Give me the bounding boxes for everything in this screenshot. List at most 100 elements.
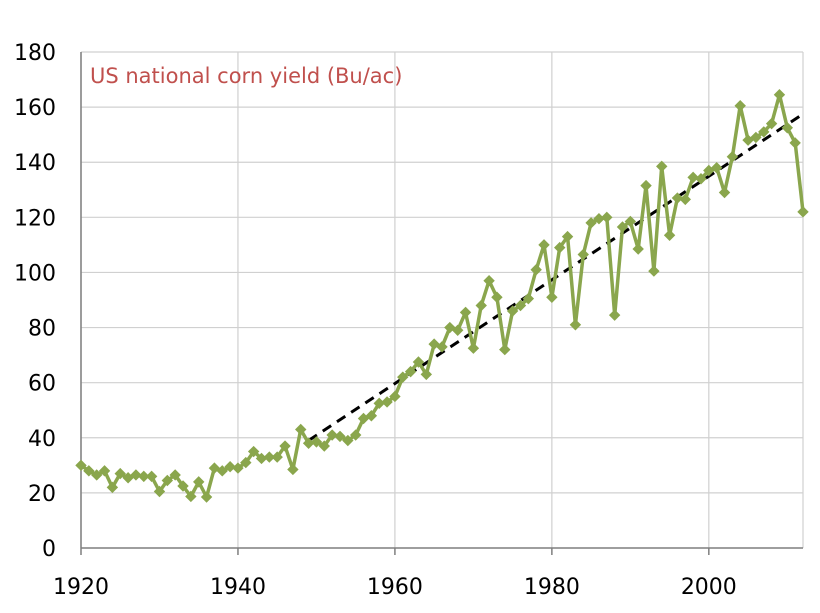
data-point-marker [397,371,409,383]
data-point-marker [169,469,181,481]
data-point-marker [138,470,150,483]
data-point-marker [758,126,770,138]
y-tick-label: 100 [14,261,56,286]
data-point-marker [671,192,684,204]
data-point-marker [640,179,652,192]
data-point-marker [193,476,205,488]
yield-line [79,92,805,499]
x-tick-label: 1960 [367,575,423,600]
data-point-marker [632,243,644,255]
data-point-marker [734,100,746,112]
data-point-marker [506,305,519,317]
data-point-marker [601,211,613,224]
data-point-marker [326,429,338,441]
data-point-marker [130,469,142,481]
x-tick-label: 1940 [210,575,266,600]
data-point-marker [577,248,589,261]
x-tick-label: 2000 [681,575,737,600]
data-point-marker [90,469,103,481]
y-tick-label: 0 [42,537,56,562]
data-point-marker [608,309,621,321]
data-point-marker [514,299,527,312]
data-point-marker [232,462,244,474]
y-tick-label: 80 [28,317,56,342]
data-point-marker [522,292,535,305]
yield-series [75,89,809,503]
data-point-marker [656,160,668,173]
data-point-marker [710,162,723,174]
y-tick-label: 40 [28,427,56,452]
chart-title: US national corn yield (Bu/ac) [90,64,403,88]
data-point-marker [538,239,550,251]
data-point-marker [279,440,291,452]
y-tick-label: 20 [28,482,56,507]
data-point-marker [334,430,346,443]
y-tick-label: 180 [14,41,56,66]
data-point-marker [616,221,629,233]
data-point-marker [185,490,197,503]
data-point-marker [554,241,566,254]
data-point-marker [263,451,276,463]
data-point-marker [687,171,699,184]
data-point-marker [145,470,158,483]
data-point-marker [475,299,487,312]
data-point-marker [216,465,228,477]
data-point-marker [342,434,354,447]
y-tick-label: 60 [28,372,56,397]
data-point-marker [200,491,213,503]
data-point-marker [436,341,448,353]
data-point-marker [624,215,637,228]
data-point-marker [83,465,95,477]
grid-lines [80,51,804,548]
y-tick-label: 120 [14,206,56,231]
data-point-marker [765,117,778,130]
data-point-marker [459,306,472,319]
data-point-marker [381,396,393,408]
data-point-marker [412,356,425,368]
data-point-marker [499,343,511,356]
data-point-marker [530,263,542,276]
data-point-marker [420,368,433,381]
data-point-marker [153,485,166,498]
y-tick-label: 160 [14,96,56,121]
data-point-marker [467,342,480,354]
data-point-marker [695,173,707,185]
data-point-marker [318,440,330,452]
data-point-marker [349,429,362,441]
data-point-marker [569,319,582,331]
data-point-marker [726,151,739,163]
data-point-marker [389,390,401,403]
x-tick-label: 1980 [524,575,580,600]
data-point-marker [773,89,786,101]
data-point-marker [98,465,111,477]
data-point-marker [114,467,126,480]
data-point-marker [648,265,660,277]
data-point-marker [404,365,417,378]
data-point-marker [750,131,762,144]
data-point-marker [247,445,260,458]
data-point-marker [224,461,236,473]
axes [80,52,803,555]
y-tick-label: 140 [14,151,56,176]
data-point-marker [546,291,558,303]
data-point-marker [310,436,323,448]
data-point-marker [561,230,574,243]
data-point-marker [679,193,691,206]
data-point-marker [491,291,503,303]
data-point-marker [75,459,87,472]
data-point-marker [781,122,794,134]
data-point-marker [718,186,731,199]
data-point-marker [585,217,597,229]
data-point-marker [271,451,283,463]
x-tick-label: 1920 [53,575,109,600]
data-point-marker [797,206,809,218]
data-point-marker [177,480,189,492]
data-point-marker [663,229,676,241]
data-point-marker [161,474,174,487]
data-point-marker [295,423,307,436]
tick-labels: 0 20 40 60 80 100 120 140 160 180 1920 1940 1960 1980… [14,41,737,600]
data-point-marker [451,324,464,337]
data-point-marker [106,481,119,494]
data-point-marker [483,275,495,287]
